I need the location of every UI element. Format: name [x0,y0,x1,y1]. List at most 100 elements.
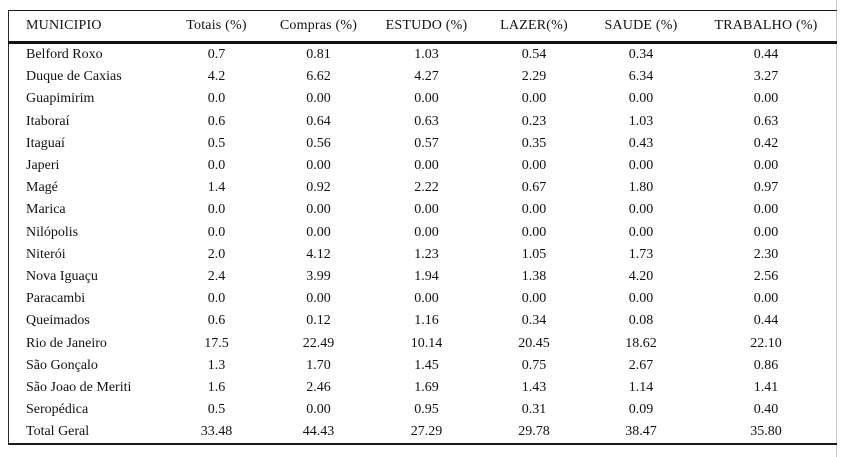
totais-cell: 1.6 [207,379,226,395]
estudo-cell: 10.14 [410,335,443,351]
lazer-cell: 0.23 [521,113,547,129]
saude-cell: 0.00 [628,158,654,174]
compras-cell: 22.49 [302,335,335,351]
lazer-cell: 0.00 [521,91,547,107]
totais-cell: 33.48 [200,424,233,440]
table-body: Belford Roxo 0.7 0.81 1.03 0.54 0.34 0.4… [9,43,837,445]
municipality-cell: Total Geral [26,424,90,440]
table-row: Magé 1.4 0.92 2.22 0.67 1.80 0.97 [9,177,837,199]
lazer-cell: 0.00 [521,291,547,307]
trabalho-cell: 0.40 [753,402,779,418]
compras-cell: 4.12 [306,246,331,262]
municipality-trips-table: MUNICIPIO Totais (%) Compras (%) ESTUDO … [8,10,837,446]
trabalho-cell: 0.00 [753,202,779,218]
totais-cell: 0.5 [207,135,226,151]
estudo-cell: 0.00 [414,224,439,240]
estudo-cell: 1.16 [414,313,439,329]
column-header-municipio: MUNICIPIO [8,10,168,44]
compras-cell: 0.00 [306,202,331,218]
totais-cell: 2.0 [207,246,226,262]
totais-cell: 1.4 [207,180,226,196]
trabalho-cell: 0.44 [753,47,779,63]
saude-cell: 1.80 [628,180,654,196]
saude-cell: 0.43 [628,135,654,151]
trabalho-cell: 0.00 [753,91,779,107]
municipality-cell: Nilópolis [26,224,79,240]
trabalho-cell: 0.97 [753,180,779,196]
compras-cell: 0.12 [306,313,331,329]
totais-cell: 0.0 [207,291,226,307]
municipality-cell: Belford Roxo [26,47,103,63]
municipality-cell: São Joao de Meriti [26,379,132,395]
saude-cell: 1.14 [628,379,654,395]
compras-cell: 6.62 [306,69,331,85]
table-row: Belford Roxo 0.7 0.81 1.03 0.54 0.34 0.4… [9,43,837,67]
column-header-saude: SAUDE (%) [586,10,696,44]
table-row: Itaguaí 0.5 0.56 0.57 0.35 0.43 0.42 [9,133,837,155]
table-row: Guapimirim 0.0 0.00 0.00 0.00 0.00 0.00 [9,88,837,110]
municipality-cell: Rio de Janeiro [26,335,107,351]
lazer-cell: 1.38 [521,268,547,284]
municipality-cell: Paracambi [26,291,86,307]
lazer-cell: 0.34 [521,313,547,329]
table-row: Queimados 0.6 0.12 1.16 0.34 0.08 0.44 [9,310,837,332]
table-row: Total Geral 33.48 44.43 27.29 29.78 38.4… [9,421,837,444]
table-header: MUNICIPIO Totais (%) Compras (%) ESTUDO … [8,10,837,44]
lazer-cell: 1.05 [521,246,547,262]
municipality-cell: Nova Iguaçu [26,268,98,284]
estudo-cell: 0.00 [414,158,439,174]
lazer-cell: 0.00 [521,224,547,240]
table-row: Niterói 2.0 4.12 1.23 1.05 1.73 2.30 [9,244,837,266]
municipality-cell: Seropédica [26,402,89,418]
totais-cell: 0.0 [207,91,226,107]
estudo-cell: 0.00 [414,91,439,107]
saude-cell: 1.73 [628,246,654,262]
municipality-cell: Itaboraí [26,113,70,129]
saude-cell: 2.67 [628,357,654,373]
trabalho-cell: 0.00 [753,224,779,240]
saude-cell: 0.00 [628,224,654,240]
column-header-trabalho: TRABALHO (%) [695,10,837,44]
trabalho-cell: 35.80 [750,424,782,440]
estudo-cell: 1.69 [414,379,439,395]
municipality-cell: São Gonçalo [26,357,98,373]
saude-cell: 0.09 [628,402,654,418]
estudo-cell: 0.00 [414,291,439,307]
trabalho-cell: 2.56 [753,268,779,284]
compras-cell: 44.43 [302,424,335,440]
table-row: Paracambi 0.0 0.00 0.00 0.00 0.00 0.00 [9,288,837,310]
table-row: Seropédica 0.5 0.00 0.95 0.31 0.09 0.40 [9,399,837,421]
column-header-compras: Compras (%) [265,10,372,44]
totais-cell: 0.6 [207,313,226,329]
lazer-cell: 0.31 [521,402,547,418]
trabalho-cell: 0.42 [753,135,779,151]
trabalho-cell: 0.00 [753,158,779,174]
lazer-cell: 20.45 [518,335,550,351]
totais-cell: 0.7 [207,47,226,63]
saude-cell: 0.34 [628,47,654,63]
estudo-cell: 1.94 [414,268,439,284]
totais-cell: 0.0 [207,224,226,240]
compras-cell: 3.99 [306,268,331,284]
column-header-totais: Totais (%) [167,10,266,44]
table-row: Itaboraí 0.6 0.64 0.63 0.23 1.03 0.63 [9,111,837,133]
compras-cell: 0.00 [306,91,331,107]
municipality-cell: Niterói [26,246,66,262]
compras-cell: 0.00 [306,402,331,418]
lazer-cell: 0.67 [521,180,547,196]
trabalho-cell: 22.10 [750,335,782,351]
lazer-cell: 0.54 [521,47,547,63]
trabalho-cell: 0.00 [753,291,779,307]
saude-cell: 38.47 [625,424,657,440]
trabalho-cell: 1.41 [753,379,779,395]
municipality-cell: Magé [26,180,58,196]
compras-cell: 0.64 [306,113,331,129]
municipality-cell: Itaguaí [26,135,65,151]
trabalho-cell: 0.63 [753,113,779,129]
saude-cell: 0.00 [628,91,654,107]
compras-cell: 2.46 [306,379,331,395]
municipality-cell: Japeri [26,158,60,174]
municipality-cell: Duque de Caxias [26,69,122,85]
municipality-cell: Marica [26,202,66,218]
